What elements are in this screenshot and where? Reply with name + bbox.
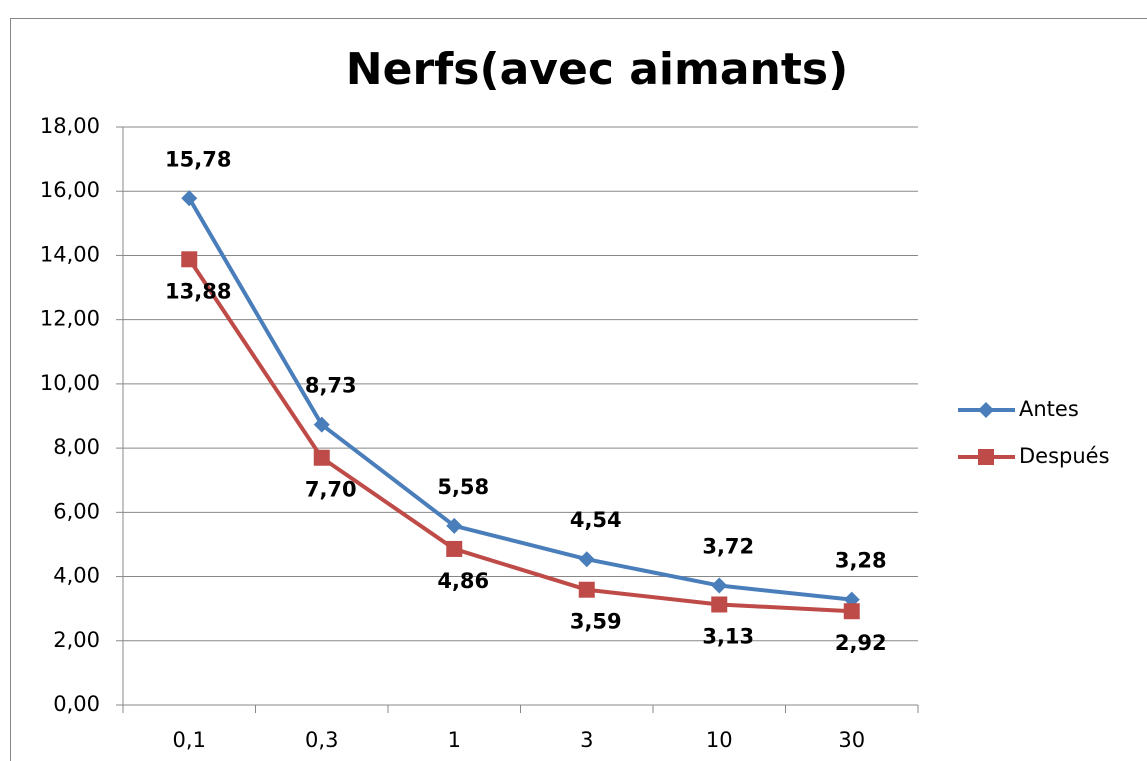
chart-title: Nerfs(avec aimants) (346, 44, 848, 95)
series-line (187, 197, 852, 602)
y-tick-label: 14,00 (40, 242, 100, 266)
y-tick-label: 12,00 (40, 307, 100, 331)
data-point (181, 251, 198, 268)
y-tick-label: 8,00 (53, 435, 100, 459)
data-label: 13,88 (165, 279, 231, 303)
y-tick-label: 0,00 (53, 692, 100, 716)
x-tick-label: 1 (448, 728, 461, 752)
data-label: 15,78 (165, 147, 231, 171)
data-point (313, 449, 330, 466)
x-tick-label: 3 (580, 728, 593, 752)
data-point (843, 603, 860, 620)
data-point (181, 190, 198, 207)
data-point (446, 517, 463, 534)
data-label: 7,70 (305, 478, 357, 502)
legend-label: Después (1019, 444, 1110, 468)
data-point (711, 577, 728, 594)
data-label: 4,86 (437, 569, 489, 593)
x-tick-label: 10 (706, 728, 733, 752)
series-line (187, 258, 852, 614)
y-tick-label: 2,00 (53, 628, 100, 652)
data-label: 3,28 (835, 549, 887, 573)
data-point (446, 540, 463, 557)
legend-marker (978, 449, 994, 465)
data-label: 3,13 (702, 624, 754, 648)
y-tick-label: 18,00 (40, 114, 100, 138)
data-label: 3,59 (570, 610, 622, 634)
data-label: 3,72 (702, 535, 754, 559)
data-label: 8,73 (305, 374, 357, 398)
x-tick-label: 0,3 (305, 728, 338, 752)
y-tick-label: 6,00 (53, 499, 100, 523)
legend-label: Antes (1019, 397, 1079, 421)
data-point (313, 416, 330, 433)
chart-frame (10, 18, 1147, 761)
y-tick-label: 16,00 (40, 178, 100, 202)
data-label: 4,54 (570, 508, 622, 532)
legend-marker (978, 402, 994, 418)
data-label: 5,58 (437, 475, 489, 499)
y-tick-label: 10,00 (40, 371, 100, 395)
data-point (578, 581, 595, 598)
data-label: 2,92 (835, 631, 887, 655)
x-tick-label: 30 (838, 728, 865, 752)
data-point (711, 596, 728, 613)
data-point (578, 551, 595, 568)
y-tick-label: 4,00 (53, 564, 100, 588)
x-tick-label: 0,1 (173, 728, 206, 752)
